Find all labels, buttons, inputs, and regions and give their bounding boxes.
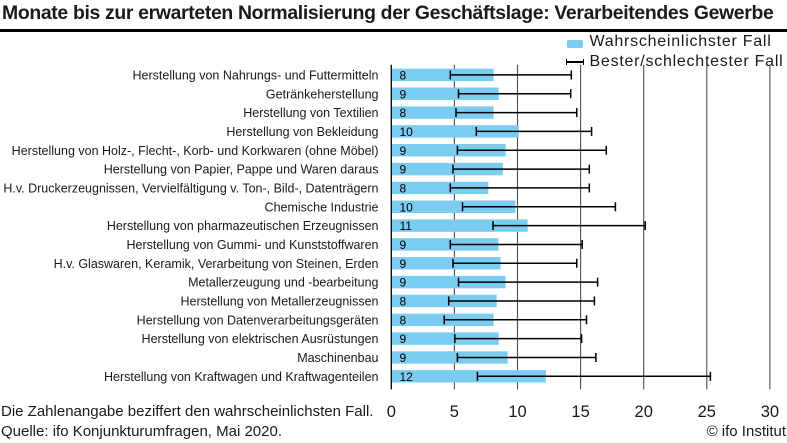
svg-text:Herstellung von elektrischen A: Herstellung von elektrischen Ausrüstunge…	[142, 332, 379, 346]
svg-text:Herstellung von Kraftwagen und: Herstellung von Kraftwagen und Kraftwage…	[104, 370, 379, 384]
svg-text:12: 12	[400, 370, 414, 384]
svg-text:Herstellung von Holz-, Flecht-: Herstellung von Holz-, Flecht-, Korb- un…	[12, 144, 379, 158]
svg-text:Herstellung von Papier, Pappe: Herstellung von Papier, Pappe und Waren …	[104, 163, 379, 177]
svg-text:Maschinenbau: Maschinenbau	[297, 351, 378, 365]
svg-text:Herstellung von Textilien: Herstellung von Textilien	[243, 106, 378, 120]
svg-text:Metallerzeugung und -bearbeitu: Metallerzeugung und -bearbeitung	[188, 276, 378, 290]
svg-text:Herstellung von Bekleidung: Herstellung von Bekleidung	[226, 125, 378, 139]
svg-text:20: 20	[635, 403, 653, 421]
svg-text:Herstellung von Metallerzeugni: Herstellung von Metallerzeugnissen	[180, 295, 378, 309]
svg-text:8: 8	[400, 295, 407, 309]
svg-text:Chemische Industrie: Chemische Industrie	[265, 200, 379, 214]
svg-text:H.v. Glaswaren, Keramik, Verar: H.v. Glaswaren, Keramik, Verarbeitung vo…	[54, 257, 379, 271]
svg-text:Getränkeherstellung: Getränkeherstellung	[266, 87, 379, 101]
svg-text:0: 0	[387, 403, 396, 421]
svg-text:11: 11	[400, 219, 413, 233]
svg-text:9: 9	[400, 144, 407, 158]
svg-text:9: 9	[400, 276, 407, 290]
svg-text:8: 8	[400, 106, 407, 120]
svg-text:8: 8	[400, 68, 407, 82]
svg-text:Herstellung von Gummi- und Kun: Herstellung von Gummi- und Kunststoffwar…	[127, 238, 379, 252]
svg-text:9: 9	[400, 351, 407, 365]
svg-text:9: 9	[400, 87, 407, 101]
svg-text:9: 9	[400, 238, 407, 252]
svg-text:Herstellung von Nahrungs- und: Herstellung von Nahrungs- und Futtermitt…	[133, 68, 379, 82]
svg-text:25: 25	[698, 403, 716, 421]
svg-text:9: 9	[400, 257, 407, 271]
svg-text:Herstellung von Datenverarbeit: Herstellung von Datenverarbeitungsgeräte…	[137, 313, 379, 327]
svg-text:Herstellung von pharmazeutisch: Herstellung von pharmazeutischen Erzeugn…	[107, 219, 379, 233]
svg-text:H.v. Druckerzeugnissen, Vervie: H.v. Druckerzeugnissen, Vervielfältigung…	[3, 181, 378, 195]
svg-text:10: 10	[508, 403, 526, 421]
svg-text:30: 30	[761, 403, 779, 421]
svg-text:15: 15	[571, 403, 589, 421]
svg-text:5: 5	[450, 403, 459, 421]
svg-text:9: 9	[400, 163, 407, 177]
svg-text:10: 10	[400, 200, 414, 214]
svg-text:9: 9	[400, 332, 407, 346]
svg-text:8: 8	[400, 313, 407, 327]
svg-text:10: 10	[400, 125, 414, 139]
svg-text:8: 8	[400, 181, 407, 195]
